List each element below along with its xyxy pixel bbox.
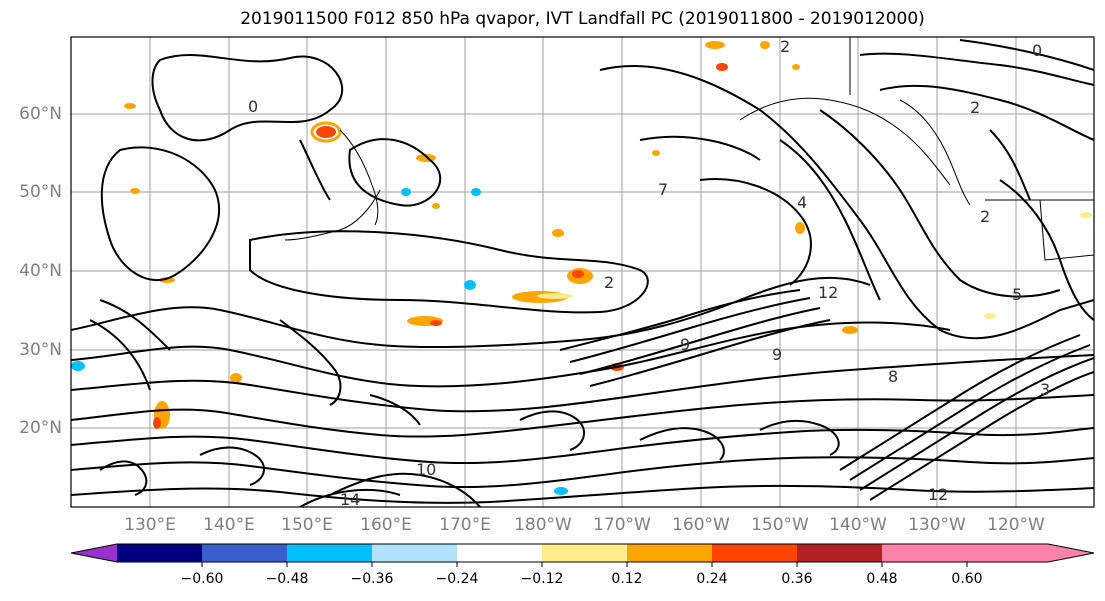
- map-title: 2019011500 F012 850 hPa qvapor, IVT Land…: [240, 9, 925, 29]
- colorbar-segment: [627, 544, 712, 562]
- colorbar-tick-label: −0.60: [180, 571, 224, 587]
- longitude-label: 180°W: [514, 515, 572, 535]
- colorbar-tick-label: 0.24: [696, 571, 728, 587]
- contour-label: 2: [604, 273, 614, 292]
- contour-label: 0: [1032, 41, 1042, 60]
- longitude-label: 130°E: [124, 515, 176, 535]
- contour-label: 9: [680, 335, 690, 354]
- colorbar-segment: [117, 544, 202, 562]
- colorbar-tick-label: −0.24: [435, 571, 479, 587]
- colorbar-extend-high: [967, 544, 1094, 562]
- longitude-label: 170°E: [439, 515, 491, 535]
- graticule: [71, 37, 1094, 507]
- shaded-anomalies: [71, 41, 1092, 495]
- longitude-label: 120°W: [987, 515, 1045, 535]
- contour-label: 12: [818, 283, 838, 302]
- contour-label: 3: [1040, 380, 1050, 399]
- longitude-label: 150°E: [281, 515, 333, 535]
- contour-label: 2: [980, 207, 990, 226]
- colorbar-outline: [70, 543, 1095, 563]
- latitude-label: 50°N: [19, 182, 62, 202]
- latitude-label: 60°N: [19, 104, 62, 124]
- colorbar-tick-label: −0.48: [265, 571, 309, 587]
- colorbar-tick-label: 0.60: [951, 571, 983, 587]
- contour-label: 8: [888, 367, 898, 386]
- contour-label: 4: [797, 193, 807, 212]
- colorbar-segment: [542, 544, 627, 562]
- latitude-label: 30°N: [19, 340, 62, 360]
- contour-label: 9: [772, 345, 782, 364]
- colorbar-segment: [712, 544, 797, 562]
- colorbar-tick-label: −0.12: [520, 571, 564, 587]
- latitude-label: 40°N: [19, 261, 62, 281]
- longitude-label: 160°E: [360, 515, 412, 535]
- contour-label: 7: [658, 180, 668, 199]
- contour-label: 2: [970, 98, 980, 117]
- longitude-label: 130°W: [908, 515, 966, 535]
- longitude-label: 170°W: [593, 515, 651, 535]
- coastlines: [284, 37, 1094, 261]
- latitude-label: 20°N: [19, 418, 62, 438]
- colorbar-tick-label: −0.36: [350, 571, 394, 587]
- colorbar-segment: [882, 544, 967, 562]
- colorbar-segment: [797, 544, 882, 562]
- ivt-contours: [71, 39, 1094, 507]
- colorbar: [70, 543, 1095, 567]
- contour-label: 2: [780, 37, 790, 56]
- map-frame: [70, 36, 1095, 508]
- colorbar-segment: [372, 544, 457, 562]
- contour-label: 12: [928, 485, 948, 504]
- longitude-label: 150°W: [751, 515, 809, 535]
- colorbar-segment: [287, 544, 372, 562]
- longitude-label: 160°W: [672, 515, 730, 535]
- longitude-label: 140°W: [829, 515, 887, 535]
- contour-label: 10: [416, 460, 436, 479]
- colorbar-segment: [202, 544, 287, 562]
- contour-label: 0: [248, 97, 258, 116]
- contour-label: 14: [340, 490, 360, 509]
- colorbar-tick-label: 0.48: [866, 571, 898, 587]
- colorbar-segment: [457, 544, 542, 562]
- longitude-label: 140°E: [203, 515, 255, 535]
- contour-label: 5: [1012, 285, 1022, 304]
- colorbar-extend-low: [71, 544, 117, 562]
- colorbar-tick-label: 0.36: [781, 571, 813, 587]
- colorbar-tick-label: 0.12: [611, 571, 643, 587]
